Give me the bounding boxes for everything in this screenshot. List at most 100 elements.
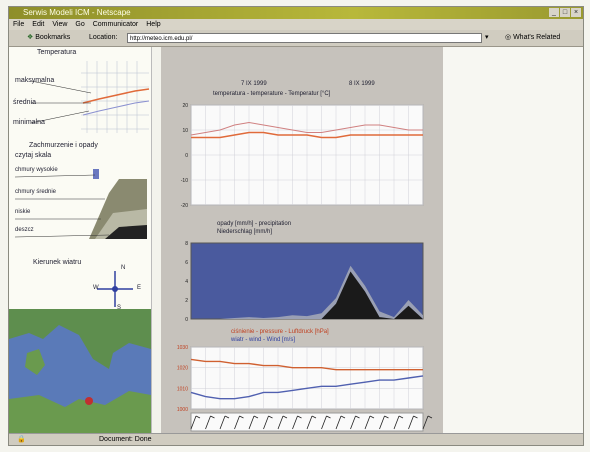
menu-edit[interactable]: Edit	[32, 21, 45, 28]
compass-n: N	[121, 265, 126, 271]
wind-barb	[277, 415, 284, 430]
window-title: Serwis Modeli ICM - Netscape	[23, 8, 131, 17]
legend-low-clouds: niskie	[15, 209, 31, 215]
temperature-chart: -20 -10 0 10 20	[181, 103, 424, 209]
wind-barb-flag	[355, 415, 360, 419]
legend-min-label: minimalna	[13, 119, 45, 126]
wind-barb	[422, 415, 429, 430]
status-bar: 🔒 Document: Done	[9, 433, 583, 445]
wind-barb-flag	[398, 415, 404, 419]
location-marker	[85, 397, 93, 405]
wind-barb	[306, 415, 313, 430]
wind-barb-flag	[384, 415, 389, 419]
temperature-heading: Temperatura	[37, 49, 77, 56]
precipitation-chart: 0 2 4 6 8	[185, 241, 424, 323]
status-text: Document: Done	[99, 436, 152, 443]
wind-barb-flag	[413, 415, 418, 419]
wind-barb	[263, 415, 269, 430]
compass-w: W	[93, 285, 99, 291]
wind-barb	[234, 415, 240, 430]
legend-sidebar: Temperatura maksymalna średnia minimaln	[9, 47, 152, 435]
chart2-title-1: opady [mm/h] - precipitation	[217, 221, 292, 227]
legend-mean-label: średnia	[13, 99, 36, 106]
whats-related-button[interactable]: ◎ What's Related	[505, 30, 560, 46]
wind-barb-flag	[224, 415, 230, 419]
chart1-tick-label: 10	[182, 128, 188, 134]
chart2-tick-label: 4	[185, 279, 188, 285]
bookmarks-label: Bookmarks	[35, 34, 71, 41]
wind-barb	[335, 415, 342, 430]
compass-e: E	[137, 285, 142, 291]
chart2-tick-label: 2	[185, 298, 188, 304]
chart2-title-2: Niederschlag [mm/h]	[217, 229, 273, 235]
chart3-series-line	[190, 358, 423, 371]
wind-barb-flag	[195, 415, 201, 419]
wind-barb	[364, 415, 371, 430]
menu-go[interactable]: Go	[75, 21, 85, 28]
compass-s: S	[117, 305, 122, 311]
chart3-series-line	[190, 375, 424, 400]
wind-barb	[205, 415, 211, 430]
url-field[interactable]: http://meteo.icm.edu.pl/	[127, 33, 482, 43]
menu-file[interactable]: File	[13, 21, 25, 28]
chart3-tick-label: 1020	[177, 366, 188, 372]
wind-barb	[408, 415, 414, 430]
dropdown-icon[interactable]: ▾	[485, 34, 489, 41]
chart3-title-2: wiatr - wind - Wind [m/s]	[231, 337, 296, 343]
minimize-button[interactable]: _	[549, 8, 559, 17]
chart2-plot-area	[190, 242, 424, 320]
wind-barb	[393, 415, 400, 430]
menu-help[interactable]: Help	[146, 21, 161, 28]
chart2-tick-label: 6	[185, 260, 188, 266]
wind-barb-flag	[297, 415, 302, 419]
wind-barb-flag	[210, 415, 215, 419]
blank-area	[443, 47, 583, 433]
wind-barb-flag	[239, 415, 244, 419]
legend-middle-clouds: chmury średnie	[15, 189, 57, 195]
chart2-tick-label: 8	[185, 241, 188, 247]
maximize-button[interactable]: □	[560, 8, 570, 17]
location-label: Location:	[89, 34, 118, 41]
temperature-legend-graphic	[30, 61, 150, 133]
chart1-title: temperatura - temperature - Temperatur […	[213, 91, 331, 97]
close-button[interactable]: ×	[571, 8, 581, 17]
bookmarks-button[interactable]: ❖ Bookmarks	[27, 30, 70, 46]
location-toolbar: ❖ Bookmarks Location: http://meteo.icm.e…	[9, 30, 583, 47]
wind-barb	[190, 415, 197, 430]
bookmark-icon: ❖	[27, 34, 34, 41]
wind-barb	[379, 415, 385, 430]
wind-barb-flag	[340, 415, 346, 419]
wind-barb	[219, 415, 226, 430]
chart3-tick-label: 1030	[177, 345, 188, 351]
wind-barb-flag	[369, 415, 375, 419]
menu-view[interactable]: View	[52, 21, 68, 28]
menu-bar: File Edit View Go Communicator Help	[9, 19, 583, 30]
chart3-title-1: ciśnienie - pressure - Luftdruck [hPa]	[231, 329, 329, 335]
chart1-tick-label: 0	[185, 153, 188, 159]
page-content: Temperatura maksymalna średnia minimaln	[9, 47, 583, 435]
chart1-series-line	[190, 121, 423, 136]
wind-barb	[248, 415, 255, 430]
wind-heading: Kierunek wiatru	[33, 259, 82, 266]
wind-barb-strip	[190, 412, 424, 432]
wind-barb-flag	[282, 415, 288, 419]
wind-barb-flag	[326, 415, 331, 419]
wind-barb-flag	[427, 415, 433, 419]
legend-upper-clouds: chmury wysokie	[15, 167, 58, 173]
wind-barb	[292, 415, 298, 430]
menu-communicator[interactable]: Communicator	[92, 21, 139, 28]
location-map[interactable]	[9, 309, 151, 435]
chart3-tick-label: 1000	[177, 407, 188, 413]
legend-max-label: maksymalna	[15, 77, 55, 84]
browser-window: Serwis Modeli ICM - Netscape _ □ × File …	[8, 6, 584, 446]
related-icon: ◎	[505, 34, 512, 41]
wind-barb	[350, 415, 356, 430]
chart1-tick-label: -10	[181, 178, 188, 184]
cloud-heading: Zachmurzenie i opady	[29, 142, 98, 149]
wind-barb-flag	[268, 415, 273, 419]
meteogram-panel: 7 IX 1999 8 IX 1999 temperatura - temper…	[161, 47, 443, 433]
wind-barb-flag	[253, 415, 259, 419]
wind-barb-flag	[311, 415, 317, 419]
security-icon: 🔒	[17, 436, 26, 443]
chart2-rain-area	[191, 271, 423, 319]
